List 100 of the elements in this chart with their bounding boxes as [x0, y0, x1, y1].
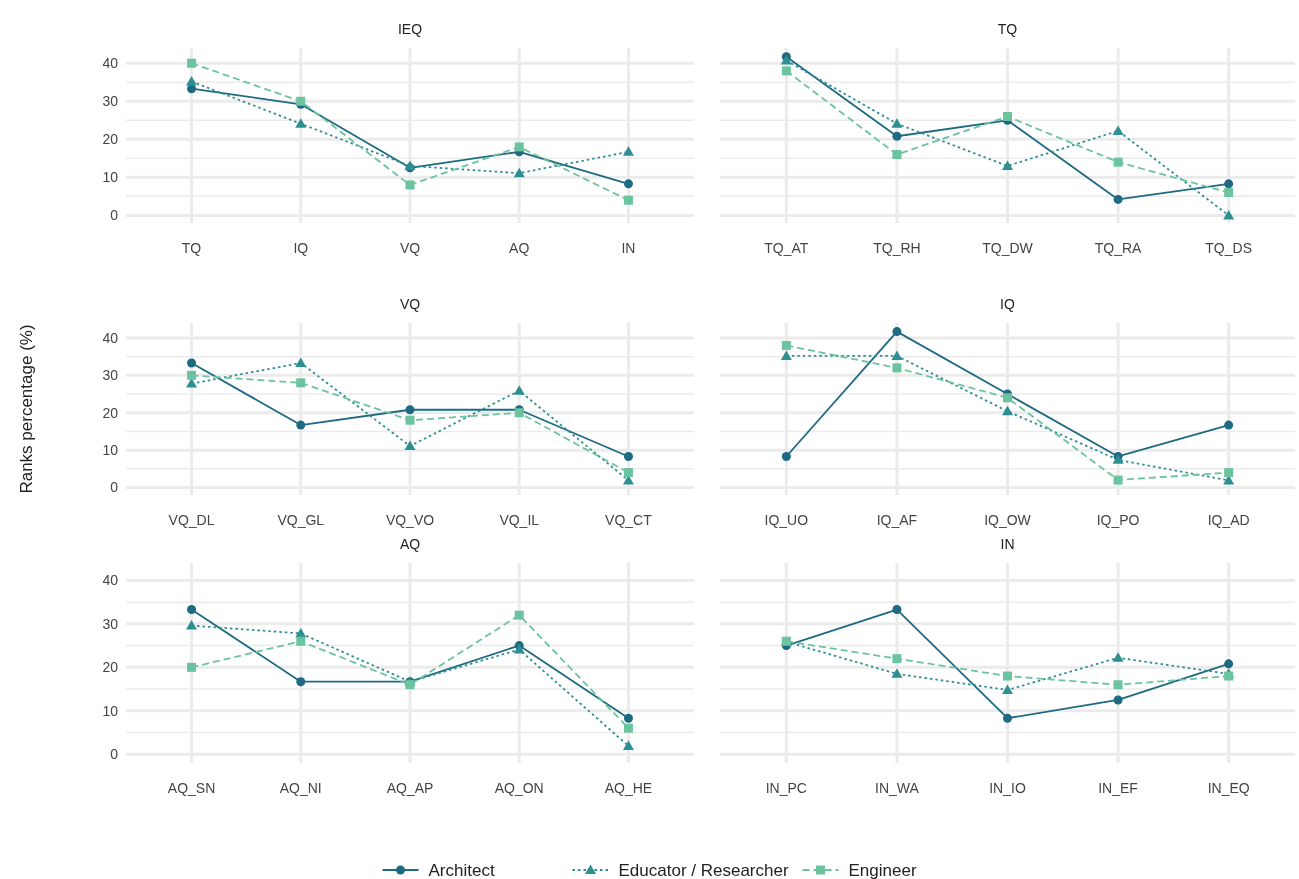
x-tick-label: TQ_RA	[1094, 240, 1143, 256]
point	[891, 118, 903, 128]
x-tick-label: IQ_UO	[764, 512, 809, 528]
point	[1113, 475, 1123, 485]
legend-label: Engineer	[848, 860, 917, 879]
point	[622, 740, 634, 751]
point	[405, 180, 415, 190]
x-tick-label: TQ_DW	[982, 240, 1034, 256]
point	[891, 350, 903, 360]
x-tick-label: VQ_DL	[168, 512, 215, 528]
x-tick-label: IQ	[293, 240, 309, 256]
y-axis-title: Ranks percentage (%)	[17, 324, 36, 494]
y-tick-label: 30	[102, 93, 119, 110]
chart-title: IQ	[1000, 296, 1015, 312]
point	[1224, 468, 1234, 478]
point	[623, 179, 633, 189]
point	[623, 713, 633, 723]
x-tick-label: TQ_DS	[1205, 240, 1252, 256]
x-tick-label: AQ_NI	[279, 780, 322, 796]
point	[514, 610, 524, 620]
point	[186, 620, 198, 630]
x-tick-label: VQ_CT	[605, 512, 653, 528]
point	[1113, 157, 1123, 167]
x-tick-label: AQ_HE	[604, 780, 653, 796]
point	[296, 378, 306, 388]
y-tick-label: 40	[102, 329, 119, 346]
point	[780, 350, 792, 360]
point	[623, 451, 633, 461]
y-tick-label: 40	[102, 55, 119, 72]
x-tick-label: AQ	[509, 240, 530, 256]
point	[1113, 680, 1123, 690]
point	[891, 668, 903, 678]
point	[405, 405, 415, 415]
point	[1224, 420, 1234, 430]
y-tick-label: 20	[102, 659, 119, 676]
point	[1113, 695, 1123, 705]
point	[892, 363, 902, 373]
point	[892, 654, 902, 664]
x-tick-label: IN_IO	[989, 780, 1026, 796]
point	[1003, 111, 1012, 121]
point	[623, 468, 633, 478]
x-tick-label: VQ_IL	[499, 512, 540, 528]
point	[892, 327, 902, 337]
point	[405, 415, 415, 425]
point	[1224, 659, 1234, 669]
x-tick-label: VQ_VO	[385, 512, 435, 528]
point	[187, 605, 197, 615]
point	[1112, 125, 1124, 135]
x-tick-label: AQ_AP	[386, 780, 434, 796]
x-tick-label: IQ_AD	[1207, 512, 1250, 528]
chart-title: IEQ	[397, 21, 423, 37]
x-tick-label: IN_EQ	[1207, 780, 1250, 796]
x-tick-label: VQ_GL	[277, 512, 325, 528]
y-tick-label: 30	[102, 615, 119, 632]
point	[186, 75, 198, 86]
point	[892, 131, 902, 141]
legend-label: Architect	[428, 860, 495, 879]
point	[295, 627, 307, 638]
point	[1112, 652, 1124, 662]
point	[295, 118, 307, 128]
x-tick-label: IQ_AF	[876, 512, 918, 528]
point	[781, 451, 791, 461]
point	[1113, 194, 1123, 204]
chart-title: VQ	[399, 296, 421, 312]
x-tick-label: AQ_SN	[167, 780, 216, 796]
chart-title: AQ	[399, 536, 421, 552]
x-tick-label: IN_WA	[875, 780, 920, 796]
x-tick-label: AQ_ON	[494, 780, 544, 796]
legend-label: Educator / Researcher	[618, 860, 789, 879]
x-tick-label: IN_EF	[1098, 780, 1138, 796]
y-tick-label: 40	[102, 572, 119, 589]
x-tick-label: TQ	[181, 240, 202, 256]
y-tick-label: 20	[102, 131, 119, 148]
y-tick-label: 0	[110, 207, 119, 224]
point	[295, 357, 307, 368]
point	[1224, 188, 1234, 198]
y-tick-label: 20	[102, 404, 119, 421]
x-tick-label: IQ_OW	[984, 512, 1032, 528]
point	[781, 66, 791, 76]
point	[1002, 160, 1013, 170]
point	[296, 420, 306, 430]
x-tick-label: IN_PC	[765, 780, 807, 796]
point	[623, 195, 633, 205]
point	[187, 84, 197, 94]
point	[514, 142, 524, 152]
chart-title: TQ	[997, 21, 1018, 37]
point	[296, 677, 306, 687]
y-tick-label: 0	[110, 479, 119, 496]
point	[623, 723, 633, 733]
x-tick-label: IN	[621, 240, 636, 256]
point	[513, 167, 525, 178]
x-tick-label: TQ_RH	[873, 240, 921, 256]
point	[892, 605, 902, 615]
point	[622, 146, 634, 156]
point	[1003, 393, 1012, 403]
point	[1003, 713, 1012, 723]
point	[1002, 684, 1013, 694]
point	[781, 340, 791, 350]
y-tick-label: 10	[102, 442, 119, 459]
point	[187, 370, 197, 380]
